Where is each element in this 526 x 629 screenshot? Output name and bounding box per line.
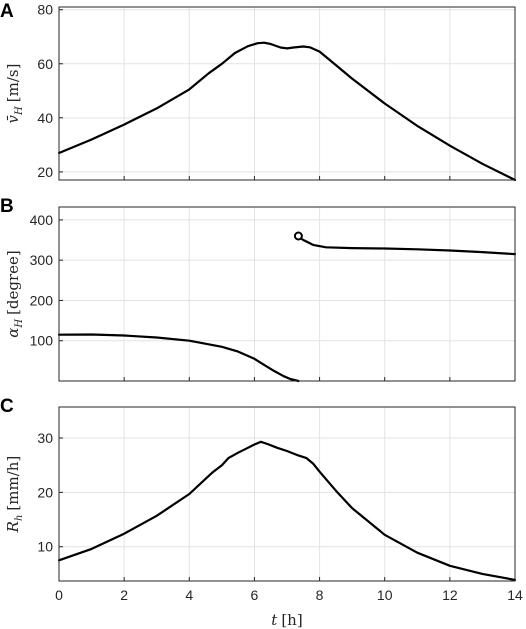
panel-c-series-line-1 bbox=[57, 440, 517, 581]
panel-c-letter: C bbox=[0, 396, 14, 417]
panel-a-y-tick-label: 60 bbox=[37, 56, 53, 72]
panel-c-y-tick-label: 30 bbox=[37, 430, 53, 446]
panel-a-data bbox=[57, 41, 517, 182]
panel-c-data bbox=[57, 440, 517, 581]
panel-b: B 100 200 300 400 αH[degree] bbox=[0, 196, 517, 383]
panel-a-grid bbox=[58, 7, 516, 180]
panel-c-x-tick-label: 14 bbox=[507, 587, 523, 603]
panel-b-y-tick-label: 300 bbox=[30, 252, 54, 268]
panel-b-data bbox=[57, 231, 517, 383]
panel-c-x-tick-label: 2 bbox=[120, 587, 128, 603]
panel-c: C 0 2 4 6 8 10 12 14 10 20 30 Rh[mm/h] t [h] bbox=[0, 396, 523, 629]
x-axis-label: t [h] bbox=[271, 611, 302, 629]
panel-a-letter: A bbox=[0, 1, 14, 22]
panel-b-y-tick-label: 200 bbox=[30, 292, 54, 308]
panel-c-x-tick-label: 10 bbox=[377, 587, 393, 603]
panel-c-x-tick-label: 6 bbox=[251, 587, 259, 603]
panel-b-y-axis-label: αH[degree] bbox=[4, 250, 25, 338]
panel-c-y-tick-label: 10 bbox=[37, 539, 53, 555]
panel-c-x-tick-label: 8 bbox=[316, 587, 324, 603]
panel-c-y-tick-label: 20 bbox=[37, 484, 53, 500]
panel-c-x-tick-label: 0 bbox=[55, 587, 63, 603]
panel-c-ticks: 0 2 4 6 8 10 12 14 10 20 30 bbox=[37, 430, 523, 603]
panel-b-letter: B bbox=[0, 196, 14, 217]
panel-b-ticks: 100 200 300 400 bbox=[30, 212, 516, 381]
panel-c-y-axis-label: Rh[mm/h] bbox=[4, 456, 25, 534]
panel-a-ticks: 20 40 60 80 bbox=[37, 2, 516, 180]
panel-a-y-tick-label: 20 bbox=[37, 164, 53, 180]
panel-a-series-line-1 bbox=[57, 41, 517, 182]
panel-b-axes-box bbox=[58, 206, 516, 382]
panel-b-series-line-2 bbox=[297, 235, 517, 256]
panel-c-x-tick-label: 4 bbox=[185, 587, 193, 603]
panel-c-x-tick-label: 12 bbox=[442, 587, 458, 603]
panel-b-series-line-1 bbox=[57, 333, 300, 383]
panel-a-axes-box bbox=[58, 6, 516, 181]
panel-b-y-tick-label: 100 bbox=[30, 333, 54, 349]
panel-b-y-tick-label: 400 bbox=[30, 212, 54, 228]
panel-a: A 20 40 60 80 v̄H[m/s] bbox=[0, 1, 517, 182]
panel-b-grid bbox=[58, 207, 516, 381]
panel-a-y-axis-label: v̄H[m/s] bbox=[4, 64, 25, 124]
panel-c-axes-box bbox=[58, 406, 516, 582]
panel-c-grid bbox=[58, 407, 516, 581]
panel-b-open-circle-marker bbox=[293, 231, 303, 241]
panel-a-y-tick-label: 40 bbox=[37, 110, 53, 126]
panel-a-y-tick-label: 80 bbox=[37, 2, 53, 18]
